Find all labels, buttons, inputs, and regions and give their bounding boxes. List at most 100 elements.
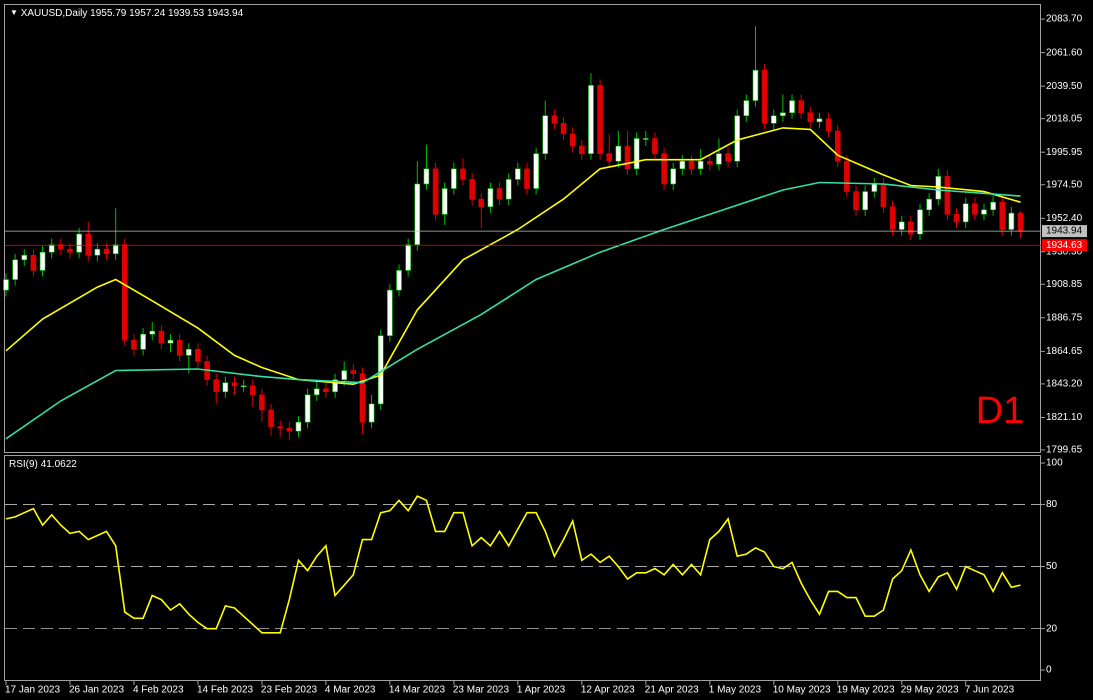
candle-body <box>560 123 567 135</box>
y-tick-label: 2039.50 <box>1046 81 1083 92</box>
price-level-box <box>1042 239 1087 252</box>
x-tick-label: 4 Feb 2023 <box>133 685 184 696</box>
candle-body <box>176 339 183 356</box>
candle-body <box>341 370 347 380</box>
candle-body <box>926 198 932 211</box>
candle-body <box>871 183 878 192</box>
rsi-line <box>5 495 1021 634</box>
candle-body <box>460 168 466 180</box>
candle-body <box>350 370 357 374</box>
candle-body <box>770 115 777 124</box>
candle-body <box>405 244 411 271</box>
candle-body <box>186 349 192 356</box>
timeframe-annotation: D1 <box>976 390 1025 432</box>
candle-body <box>131 339 137 350</box>
candle-body <box>304 394 311 423</box>
header-open: 1955.79 <box>90 8 127 19</box>
y-tick-label: 1952.40 <box>1046 213 1083 224</box>
candle-body <box>94 248 101 256</box>
candle-body <box>551 115 558 124</box>
candle-body <box>505 179 512 200</box>
candle-body <box>789 100 795 113</box>
candle-body <box>716 153 722 165</box>
candle-body <box>30 254 37 271</box>
candle-body <box>332 379 338 393</box>
candle-body <box>752 69 759 101</box>
candle-body <box>12 259 18 280</box>
candle-body <box>533 153 539 189</box>
candle-body <box>725 153 731 162</box>
x-tick-label: 21 Apr 2023 <box>645 685 699 696</box>
candle-body <box>1008 212 1015 230</box>
y-tick-label: 1886.75 <box>1046 312 1083 323</box>
candle-body <box>834 130 841 162</box>
header-high: 1957.24 <box>129 8 166 19</box>
candle-body <box>441 188 448 215</box>
y-tick-label: 80 <box>1046 499 1058 510</box>
candle-body <box>999 201 1006 230</box>
symbol-title: XAUUSD,Daily <box>21 8 88 19</box>
candle-body <box>615 145 622 162</box>
candle-body <box>579 145 585 154</box>
candle-body <box>48 244 55 253</box>
x-tick-label: 19 May 2023 <box>837 685 895 696</box>
bid-label-box <box>1042 225 1087 238</box>
candle-body <box>286 427 293 432</box>
y-tick-label: 1995.95 <box>1046 147 1083 158</box>
x-tick-label: 29 May 2023 <box>901 685 959 696</box>
x-tick-label: 4 Mar 2023 <box>325 685 376 696</box>
y-tick-label: 2061.60 <box>1046 47 1083 58</box>
candle-body <box>85 233 92 256</box>
candle-body <box>798 100 804 113</box>
candle-body <box>213 379 220 393</box>
x-tick-label: 1 Apr 2023 <box>517 685 566 696</box>
candle-body <box>908 221 914 235</box>
candle-body <box>944 176 951 215</box>
candle-body <box>423 168 430 185</box>
candle-body <box>1017 212 1024 232</box>
chart-header: ▼ XAUUSD,Daily 1955.79 1957.24 1939.53 1… <box>10 8 244 19</box>
candle-body <box>917 209 923 235</box>
candle-body <box>3 279 9 291</box>
candle-body <box>112 244 119 255</box>
candle-body <box>761 69 768 124</box>
candle-body <box>368 403 375 423</box>
header-close: 1943.94 <box>207 8 244 19</box>
candle-body <box>688 160 695 170</box>
candle-body <box>122 244 128 341</box>
candle-body <box>515 168 521 180</box>
candle-body <box>661 153 667 185</box>
y-tick-label: 2018.05 <box>1046 113 1083 124</box>
candle-body <box>396 270 402 291</box>
x-tick-label: 14 Feb 2023 <box>197 685 254 696</box>
candle-body <box>58 244 64 250</box>
y-tick-label: 0 <box>1046 665 1052 676</box>
candle-body <box>359 373 366 423</box>
candle-body <box>432 168 439 215</box>
price-level-label: 1934.63 <box>1046 240 1083 251</box>
candle-body <box>313 388 320 396</box>
candle-body <box>633 138 640 170</box>
candle-body <box>222 382 229 393</box>
y-tick-label: 1799.65 <box>1046 445 1083 456</box>
x-tick-label: 23 Mar 2023 <box>453 685 510 696</box>
candle-body <box>880 183 887 208</box>
y-tick-label: 100 <box>1046 458 1063 469</box>
candle-body <box>67 248 73 253</box>
candle-body <box>953 214 960 223</box>
menu-arrow: ▼ <box>10 8 18 17</box>
candle-body <box>542 115 549 154</box>
candle-body <box>487 188 494 208</box>
candle-body <box>588 85 594 154</box>
main-panel-frame <box>4 4 1041 453</box>
candle-body <box>478 198 485 208</box>
candle-body <box>606 153 613 162</box>
candle-body <box>323 388 329 393</box>
candle-body <box>76 233 82 253</box>
candle-body <box>734 115 741 162</box>
candle-body <box>889 206 896 230</box>
candle-body <box>240 385 247 388</box>
y-tick-label: 1843.20 <box>1046 379 1083 390</box>
x-tick-label: 1 May 2023 <box>709 685 762 696</box>
